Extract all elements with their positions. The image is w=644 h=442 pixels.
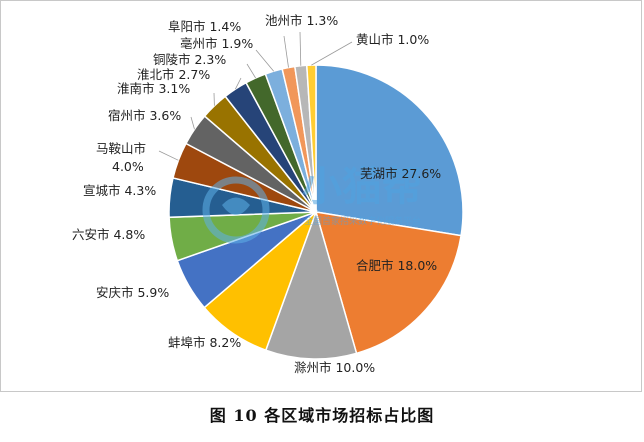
- slice-label-8: 马鞍山市: [96, 141, 146, 156]
- watermark-tagline-text: 全国首家招采数字化服务平台: [304, 215, 421, 227]
- slice-label-16: 黄山市 1.0%: [356, 32, 429, 47]
- slice-label-10: 淮南市 3.1%: [117, 81, 190, 96]
- pie-slice-1: [315, 64, 464, 237]
- slice-label-8-value: 4.0%: [112, 159, 144, 174]
- slice-label-13: 亳州市 1.9%: [180, 36, 253, 51]
- leader-line-11: [235, 77, 242, 90]
- pie-slice-3: [264, 209, 358, 360]
- leader-line-9: [190, 116, 195, 130]
- leader-line-12: [246, 63, 256, 79]
- pie-slices: [168, 64, 464, 360]
- leader-lines: [158, 31, 353, 161]
- pie-slice-2: [314, 211, 462, 355]
- slice-label-14: 阜阳市 1.4%: [168, 19, 241, 34]
- figure-caption: 图 10 各区域市场招标占比图: [209, 406, 435, 425]
- leader-line-8: [158, 150, 179, 161]
- pie-chart: 小猫帮 全国首家招采数字化服务平台 芜湖市 27.6% 合肥市 18.0% 滁州市 …: [72, 13, 464, 375]
- slice-label-3: 滁州市 10.0%: [294, 360, 375, 375]
- slice-label-5: 安庆市 5.9%: [96, 285, 169, 300]
- slice-labels: 芜湖市 27.6% 合肥市 18.0% 滁州市 10.0% 蚌埠市 8.2% 安庆市 5…: [72, 13, 441, 375]
- watermark-logo-mark: [222, 197, 250, 215]
- leader-line-15: [299, 31, 302, 66]
- slice-label-2: 合肥市 18.0%: [356, 258, 437, 273]
- watermark-brand-text: 小猫帮: [302, 164, 422, 210]
- watermark-logo-ring: [202, 176, 270, 244]
- slice-label-6: 六安市 4.8%: [72, 227, 145, 242]
- leader-line-13: [255, 49, 275, 72]
- slice-label-9: 宿州市 3.6%: [108, 108, 181, 123]
- slice-label-1: 芜湖市 27.6%: [360, 166, 441, 181]
- slice-label-15: 池州市 1.3%: [265, 13, 338, 28]
- watermark: 小猫帮 全国首家招采数字化服务平台: [202, 164, 422, 244]
- slice-label-4: 蚌埠市 8.2%: [168, 335, 241, 350]
- slice-label-11: 淮北市 2.7%: [137, 67, 210, 82]
- slice-label-7: 宣城市 4.3%: [83, 183, 156, 198]
- slice-label-12: 铜陵市 2.3%: [153, 52, 226, 67]
- leader-line-16: [311, 41, 353, 66]
- leader-line-14: [283, 35, 289, 68]
